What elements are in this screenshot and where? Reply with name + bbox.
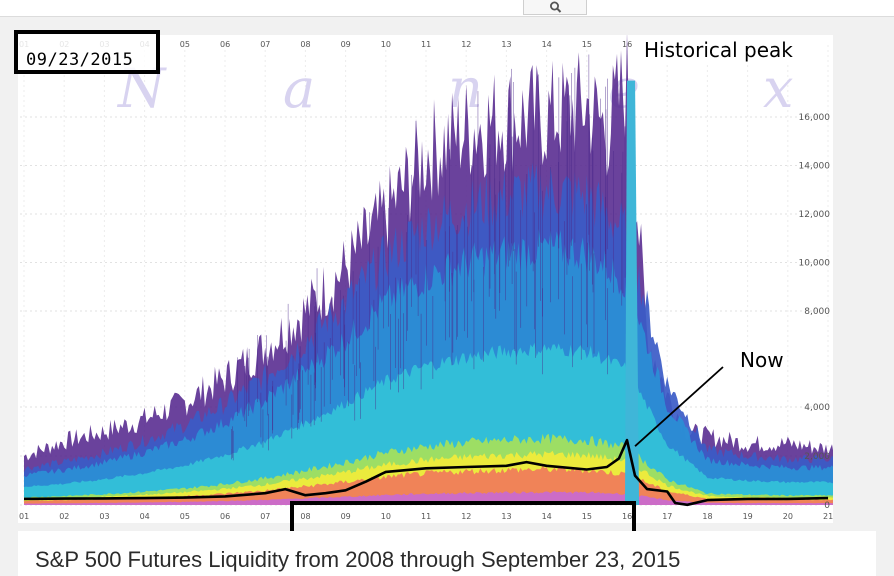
x-tick-label-bottom: 08 bbox=[300, 512, 310, 521]
y-tick-label-upper: 12,000 bbox=[799, 210, 831, 220]
x-tick-label-bottom: 17 bbox=[662, 512, 672, 521]
y-tick-label-lower: 4,000 bbox=[804, 403, 830, 413]
current-series-line bbox=[23, 438, 829, 507]
watermark-letter: x bbox=[763, 57, 793, 120]
x-tick-label-top: 07 bbox=[260, 40, 270, 49]
range-highlight-box bbox=[290, 501, 636, 535]
y-tick-label-upper: 14,000 bbox=[799, 162, 831, 172]
x-tick-label-bottom: 10 bbox=[381, 512, 391, 521]
x-tick-label-top: 13 bbox=[501, 40, 511, 49]
date-annotation-box: 09/23/2015 bbox=[14, 30, 160, 74]
x-tick-label-top: 14 bbox=[542, 40, 552, 49]
y-tick-label-upper: 8,000 bbox=[804, 307, 830, 317]
historical-peak-spike bbox=[624, 80, 640, 505]
x-tick-label-bottom: 07 bbox=[260, 512, 270, 521]
y-tick-label-upper: 16,000 bbox=[799, 113, 831, 123]
x-tick-label-top: 05 bbox=[180, 40, 190, 49]
chart-caption: S&P 500 Futures Liquidity from 2008 thro… bbox=[35, 547, 681, 572]
now-pointer-line bbox=[634, 366, 724, 447]
x-tick-label-bottom: 04 bbox=[140, 512, 150, 521]
right-axis-gap bbox=[833, 35, 894, 523]
x-tick-label-bottom: 01 bbox=[19, 512, 29, 521]
x-tick-label-top: 12 bbox=[461, 40, 471, 49]
chart-canvas: Nanex01020304050607080910111213141516010… bbox=[19, 35, 833, 521]
x-tick-label-top: 11 bbox=[421, 40, 431, 49]
x-tick-label-bottom: 02 bbox=[59, 512, 69, 521]
search-button[interactable] bbox=[523, 0, 587, 15]
x-tick-label-top: 15 bbox=[582, 40, 592, 49]
x-tick-label-bottom: 09 bbox=[341, 512, 351, 521]
x-tick-label-top: 09 bbox=[341, 40, 351, 49]
y-tick-label-upper: 10,000 bbox=[799, 259, 831, 269]
browser-top-bar bbox=[0, 0, 894, 17]
x-tick-label-bottom: 18 bbox=[702, 512, 712, 521]
x-tick-label-bottom: 19 bbox=[743, 512, 753, 521]
date-annotation: 09/23/2015 bbox=[26, 50, 134, 70]
x-tick-label-top: 10 bbox=[381, 40, 391, 49]
x-tick-label-bottom: 14 bbox=[542, 512, 552, 521]
historical-peak-label: Historical peak bbox=[640, 38, 797, 62]
y-tick-label-lower: 2,000 bbox=[804, 452, 830, 462]
x-tick-label-bottom: 21 bbox=[823, 512, 833, 521]
x-tick-label-top: 16 bbox=[622, 40, 632, 49]
x-tick-label-bottom: 16 bbox=[622, 512, 632, 521]
caption-card: S&P 500 Futures Liquidity from 2008 thro… bbox=[18, 531, 876, 576]
x-tick-label-bottom: 11 bbox=[421, 512, 431, 521]
x-tick-label-top: 08 bbox=[300, 40, 310, 49]
x-tick-label-bottom: 20 bbox=[783, 512, 793, 521]
x-tick-label-bottom: 03 bbox=[99, 512, 109, 521]
magnifier-icon bbox=[550, 1, 562, 13]
now-label: Now bbox=[738, 348, 786, 372]
liquidity-chart: Nanex01020304050607080910111213141516010… bbox=[18, 35, 833, 523]
x-tick-label-bottom: 15 bbox=[582, 512, 592, 521]
x-tick-label-bottom: 05 bbox=[180, 512, 190, 521]
watermark-letter: a bbox=[283, 57, 315, 120]
x-tick-label-bottom: 13 bbox=[501, 512, 511, 521]
x-tick-label-top: 06 bbox=[220, 40, 230, 49]
x-tick-label-bottom: 06 bbox=[220, 512, 230, 521]
y-tick-label-lower: 0 bbox=[824, 501, 830, 511]
x-tick-label-bottom: 12 bbox=[461, 512, 471, 521]
